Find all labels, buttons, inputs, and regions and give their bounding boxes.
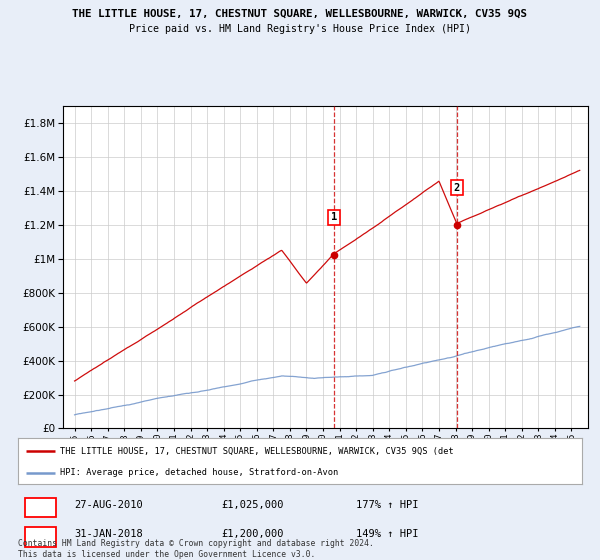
Text: £1,025,000: £1,025,000 [221,500,284,510]
Text: 31-JAN-2018: 31-JAN-2018 [74,529,143,539]
Text: Price paid vs. HM Land Registry's House Price Index (HPI): Price paid vs. HM Land Registry's House … [129,24,471,34]
Text: 149% ↑ HPI: 149% ↑ HPI [356,529,419,539]
Text: 27-AUG-2010: 27-AUG-2010 [74,500,143,510]
Text: THE LITTLE HOUSE, 17, CHESTNUT SQUARE, WELLESBOURNE, WARWICK, CV35 9QS: THE LITTLE HOUSE, 17, CHESTNUT SQUARE, W… [73,8,527,18]
Text: 1: 1 [37,500,43,510]
Text: HPI: Average price, detached house, Stratford-on-Avon: HPI: Average price, detached house, Stra… [60,468,338,478]
Text: £1,200,000: £1,200,000 [221,529,284,539]
FancyBboxPatch shape [25,498,56,517]
Text: 2: 2 [454,183,460,193]
FancyBboxPatch shape [25,528,56,547]
Text: 2: 2 [37,529,43,539]
Text: 1: 1 [331,212,337,222]
Text: 177% ↑ HPI: 177% ↑ HPI [356,500,419,510]
Text: THE LITTLE HOUSE, 17, CHESTNUT SQUARE, WELLESBOURNE, WARWICK, CV35 9QS (det: THE LITTLE HOUSE, 17, CHESTNUT SQUARE, W… [60,447,454,456]
Text: Contains HM Land Registry data © Crown copyright and database right 2024.
This d: Contains HM Land Registry data © Crown c… [18,539,374,559]
